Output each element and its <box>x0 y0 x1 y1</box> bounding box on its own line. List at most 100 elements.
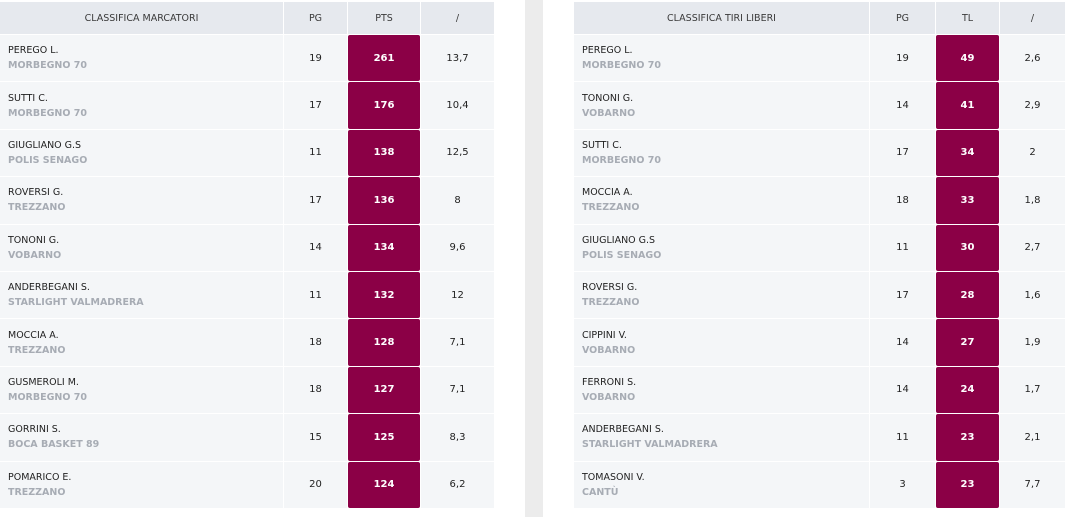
player-name[interactable]: SUTTI C. <box>8 92 48 104</box>
player-name[interactable]: PEREGO L. <box>8 45 59 57</box>
player-cell: ROVERSI G. TREZZANO <box>574 271 869 319</box>
team-name[interactable]: VOBARNO <box>8 249 62 261</box>
free-throws-table-row: SUTTI C. MORBEGNO 70 17 34 2 <box>574 129 1065 177</box>
free-throws-table-row: TONONI G. VOBARNO 14 41 2,9 <box>574 82 1065 129</box>
points-cell: 24 <box>936 366 999 414</box>
points-cell: 49 <box>936 35 999 82</box>
games-played-cell: 11 <box>284 271 347 319</box>
player-name[interactable]: TONONI G. <box>582 92 634 104</box>
free-throws-title-header: CLASSIFICA TIRI LIBERI <box>574 2 869 34</box>
player-cell: SUTTI C. MORBEGNO 70 <box>0 82 283 129</box>
points-cell: 28 <box>936 271 999 319</box>
points-cell: 136 <box>348 177 420 224</box>
average-cell: 8 <box>421 177 494 224</box>
team-name[interactable]: MORBEGNO 70 <box>8 60 87 72</box>
player-name[interactable]: MOCCIA A. <box>8 329 59 341</box>
games-played-cell: 17 <box>870 129 935 177</box>
player-name[interactable]: CIPPINI V. <box>582 329 627 341</box>
player-cell: TONONI G. VOBARNO <box>0 224 283 271</box>
free-throws-table-row: FERRONI S. VOBARNO 14 24 1,7 <box>574 366 1065 414</box>
points-cell: 34 <box>936 129 999 177</box>
player-name[interactable]: SUTTI C. <box>582 139 622 151</box>
scorers-table-row: ROVERSI G. TREZZANO 17 136 8 <box>0 177 494 224</box>
player-cell: POMARICO E. TREZZANO <box>0 461 283 508</box>
team-name[interactable]: POLIS SENAGO <box>8 154 88 166</box>
team-name[interactable]: STARLIGHT VALMADRERA <box>582 439 718 451</box>
team-name[interactable]: MORBEGNO 70 <box>582 154 661 166</box>
games-played-cell: 17 <box>870 271 935 319</box>
player-name[interactable]: MOCCIA A. <box>582 187 633 199</box>
average-cell: 2 <box>1000 129 1065 177</box>
average-cell: 7,1 <box>421 366 494 414</box>
average-cell: 2,1 <box>1000 414 1065 461</box>
average-cell: 1,8 <box>1000 177 1065 224</box>
player-name[interactable]: TOMASONI V. <box>582 471 645 483</box>
average-cell: 2,9 <box>1000 82 1065 129</box>
average-cell: 7,7 <box>1000 461 1065 508</box>
average-cell: 12 <box>421 271 494 319</box>
points-cell: 124 <box>348 461 420 508</box>
team-name[interactable]: CANTÙ <box>582 486 619 498</box>
player-name[interactable]: PEREGO L. <box>582 45 633 57</box>
points-cell: 23 <box>936 461 999 508</box>
player-name[interactable]: GIUGLIANO G.S <box>8 139 82 151</box>
free-throws-table-row: PEREGO L. MORBEGNO 70 19 49 2,6 <box>574 35 1065 82</box>
average-cell: 6,2 <box>421 461 494 508</box>
free-throws-header-row: CLASSIFICA TIRI LIBERI PG TL / <box>574 2 1065 34</box>
scorers-avg-header: / <box>421 2 494 34</box>
points-cell: 176 <box>348 82 420 129</box>
player-cell: ANDERBEGANI S. STARLIGHT VALMADRERA <box>574 414 869 461</box>
player-name[interactable]: ANDERBEGANI S. <box>8 282 90 294</box>
player-name[interactable]: GORRINI S. <box>8 424 61 436</box>
player-cell: GIUGLIANO G.S POLIS SENAGO <box>0 129 283 177</box>
team-name[interactable]: TREZZANO <box>582 202 640 214</box>
team-name[interactable]: MORBEGNO 70 <box>582 60 661 72</box>
free-throws-table-row: ROVERSI G. TREZZANO 17 28 1,6 <box>574 271 1065 319</box>
free-throws-table: CLASSIFICA TIRI LIBERI PG TL / PEREGO L.… <box>573 1 1066 509</box>
player-cell: PEREGO L. MORBEGNO 70 <box>574 35 869 82</box>
scorers-table-row: ANDERBEGANI S. STARLIGHT VALMADRERA 11 132 1… <box>0 271 494 319</box>
player-name[interactable]: ANDERBEGANI S. <box>582 424 664 436</box>
player-name[interactable]: TONONI G. <box>8 234 60 246</box>
team-name[interactable]: VOBARNO <box>582 344 636 356</box>
team-name[interactable]: STARLIGHT VALMADRERA <box>8 297 144 309</box>
team-name[interactable]: MORBEGNO 70 <box>8 391 87 403</box>
scorers-table: CLASSIFICA MARCATORI PG PTS / PEREGO L. M… <box>0 1 495 509</box>
scorers-table-row: GORRINI S. BOCA BASKET 89 15 125 8,3 <box>0 414 494 461</box>
team-name[interactable]: POLIS SENAGO <box>582 249 662 261</box>
scorers-table-row: SUTTI C. MORBEGNO 70 17 176 10,4 <box>0 82 494 129</box>
scorers-table-row: PEREGO L. MORBEGNO 70 19 261 13,7 <box>0 35 494 82</box>
player-name[interactable]: ROVERSI G. <box>582 282 638 294</box>
team-name[interactable]: TREZZANO <box>582 297 640 309</box>
scorers-table-row: GIUGLIANO G.S POLIS SENAGO 11 138 12,5 <box>0 129 494 177</box>
player-name[interactable]: GUSMEROLI M. <box>8 376 79 388</box>
average-cell: 2,6 <box>1000 35 1065 82</box>
games-played-cell: 19 <box>870 35 935 82</box>
team-name[interactable]: TREZZANO <box>8 202 66 214</box>
games-played-cell: 19 <box>284 35 347 82</box>
player-cell: TONONI G. VOBARNO <box>574 82 869 129</box>
team-name[interactable]: TREZZANO <box>8 344 66 356</box>
team-name[interactable]: TREZZANO <box>8 486 66 498</box>
player-cell: CIPPINI V. VOBARNO <box>574 319 869 366</box>
player-name[interactable]: GIUGLIANO G.S <box>582 234 656 246</box>
points-cell: 30 <box>936 224 999 271</box>
team-name[interactable]: BOCA BASKET 89 <box>8 439 100 451</box>
player-name[interactable]: ROVERSI G. <box>8 187 64 199</box>
free-throws-table-row: CIPPINI V. VOBARNO 14 27 1,9 <box>574 319 1065 366</box>
player-name[interactable]: FERRONI S. <box>582 376 637 388</box>
average-cell: 1,6 <box>1000 271 1065 319</box>
player-name[interactable]: POMARICO E. <box>8 471 72 483</box>
points-cell: 23 <box>936 414 999 461</box>
games-played-cell: 11 <box>870 414 935 461</box>
free-throws-made-header: TL <box>936 2 999 34</box>
average-cell: 10,4 <box>421 82 494 129</box>
team-name[interactable]: MORBEGNO 70 <box>8 107 87 119</box>
games-played-cell: 18 <box>284 319 347 366</box>
player-cell: GORRINI S. BOCA BASKET 89 <box>0 414 283 461</box>
team-name[interactable]: VOBARNO <box>582 391 636 403</box>
player-cell: ROVERSI G. TREZZANO <box>0 177 283 224</box>
games-played-cell: 3 <box>870 461 935 508</box>
team-name[interactable]: VOBARNO <box>582 107 636 119</box>
points-cell: 132 <box>348 271 420 319</box>
